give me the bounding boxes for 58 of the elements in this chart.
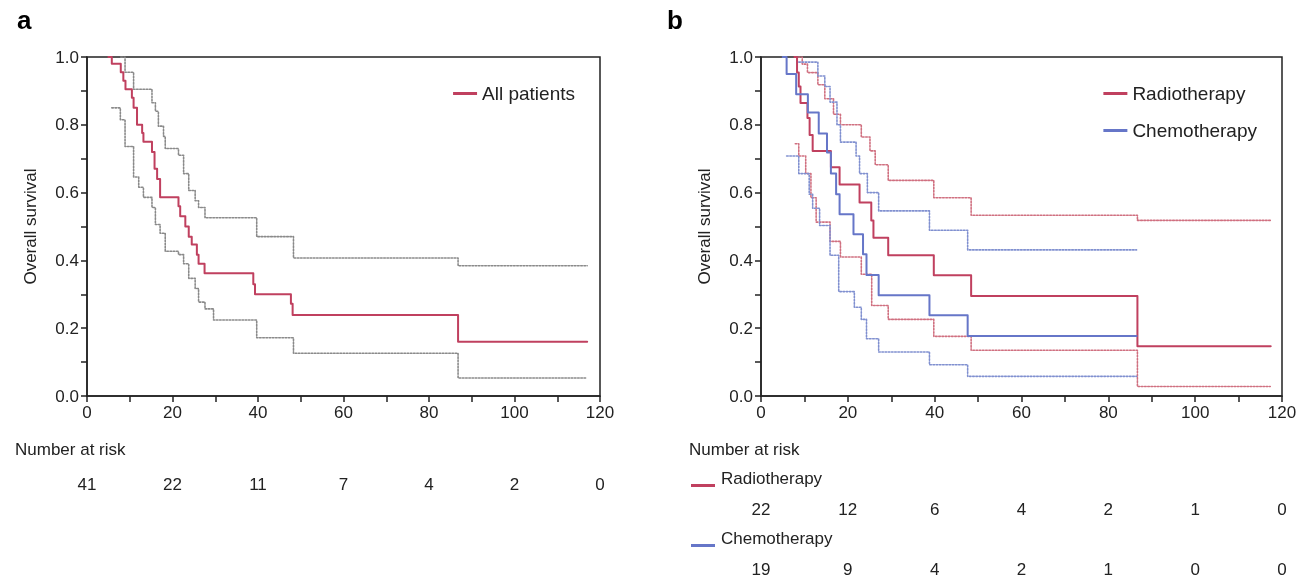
text: 4 <box>424 475 434 495</box>
x-tick-label: 20 <box>838 403 858 422</box>
x-tick-label: 100 <box>1180 403 1210 422</box>
text: 7 <box>338 475 349 495</box>
y-tick-label: 0.6 <box>55 183 79 203</box>
text: 19 <box>751 560 771 580</box>
text: 12 <box>838 500 858 520</box>
text: 4 <box>1016 500 1027 520</box>
x-tick-label: 0 <box>756 403 766 422</box>
x-tick-label: 80 <box>419 403 439 422</box>
legend-label: All patients <box>482 83 576 104</box>
text: 0 <box>1277 560 1287 580</box>
y-tick-label: 0.2 <box>55 318 79 338</box>
x-tick-label: 80 <box>1098 403 1118 422</box>
text: 22 <box>751 500 771 520</box>
y-tick-label: 0.0 <box>729 386 753 406</box>
y-tick-label: 1.0 <box>55 47 79 67</box>
chart-title: b <box>667 5 683 35</box>
x-tick-label: 100 <box>500 403 529 422</box>
chart-title: a <box>17 5 32 35</box>
text: Radiotherapy <box>721 469 823 488</box>
text: 41 <box>77 475 97 495</box>
legend-label: Chemotherapy <box>1132 120 1258 141</box>
x-tick-label: 20 <box>163 403 182 422</box>
text: 4 <box>929 560 940 580</box>
y-tick-label: 0.4 <box>55 250 79 270</box>
text: 11 <box>249 475 267 495</box>
x-tick-label: 40 <box>925 403 945 422</box>
text: 6 <box>929 500 940 520</box>
x-tick-label: 120 <box>585 403 615 422</box>
text: 22 <box>163 475 182 495</box>
text: 0 <box>1277 500 1287 520</box>
x-tick-label: 120 <box>1267 403 1297 422</box>
text: 0 <box>1190 560 1200 580</box>
x-tick-label: 60 <box>334 403 353 422</box>
y-tick-label: 0.8 <box>729 115 753 135</box>
x-tick-label: 40 <box>248 403 268 422</box>
x-tick-label: 0 <box>82 403 92 422</box>
y-tick-label: 0.6 <box>729 183 753 203</box>
y-tick-label: 0.8 <box>55 115 79 135</box>
text: Number at risk <box>689 440 800 460</box>
text: 2 <box>509 475 520 495</box>
text: 1 <box>1190 500 1200 520</box>
x-tick-label: 60 <box>1012 403 1031 422</box>
y-tick-label: 0.0 <box>55 386 79 406</box>
text: 2 <box>1016 560 1027 580</box>
text: 0 <box>595 475 605 495</box>
text: Chemotherapy <box>721 529 833 548</box>
y-tick-label: 0.2 <box>729 318 753 338</box>
y-axis-title: Overall survival <box>21 168 40 285</box>
text: Number at risk <box>15 440 126 460</box>
y-tick-label: 1.0 <box>729 47 753 67</box>
text: 2 <box>1103 500 1114 520</box>
text: 9 <box>843 560 853 580</box>
text: 1 <box>1103 560 1114 580</box>
legend-label: Radiotherapy <box>1132 83 1246 104</box>
y-tick-label: 0.4 <box>729 250 753 270</box>
y-axis-title: Overall survival <box>695 168 714 285</box>
